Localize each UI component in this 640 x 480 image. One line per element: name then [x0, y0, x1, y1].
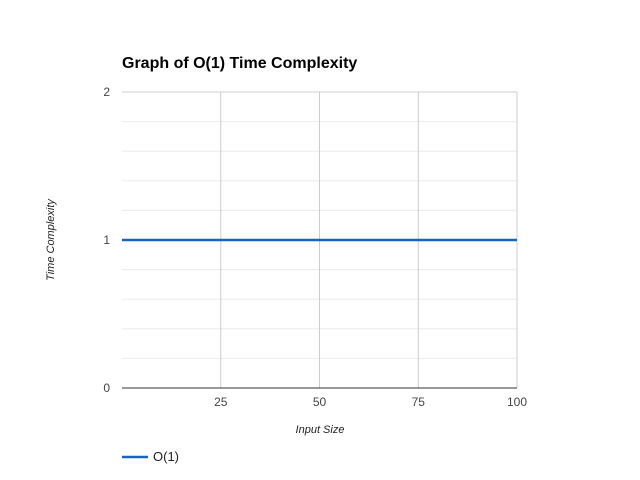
y-tick-label: 2 [103, 85, 110, 99]
x-axis-title: Input Size [296, 424, 345, 436]
x-tick-label: 50 [313, 395, 327, 409]
y-tick-label: 1 [103, 233, 110, 247]
x-tick-label: 25 [214, 395, 228, 409]
x-tick-label: 75 [412, 395, 426, 409]
y-axis-title: Time Complexity [45, 198, 57, 281]
x-tick-label: 100 [507, 395, 527, 409]
y-tick-label: 0 [103, 381, 110, 395]
legend-label-o1: O(1) [153, 449, 179, 464]
label-layer: 0 1 2 25 50 75 100 [103, 85, 527, 409]
legend: O(1) [122, 449, 179, 464]
chart-title: Graph of O(1) Time Complexity [122, 55, 357, 72]
